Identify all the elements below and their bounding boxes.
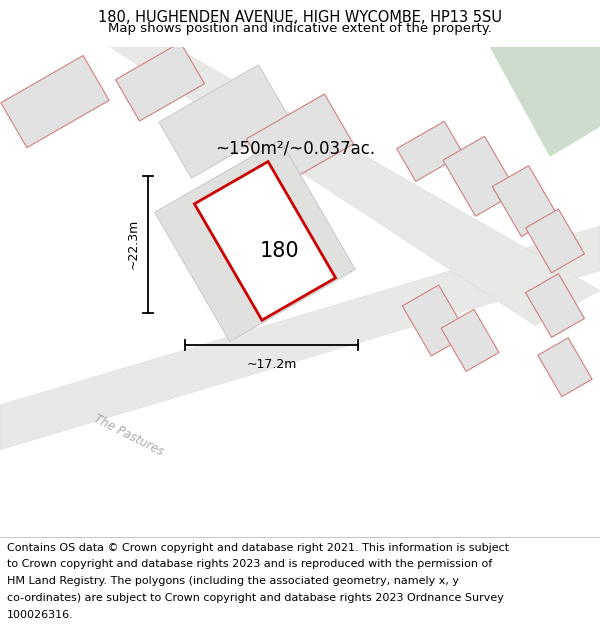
Polygon shape [0, 226, 600, 450]
Text: The Pastures: The Pastures [92, 412, 166, 458]
Polygon shape [155, 140, 355, 342]
Polygon shape [194, 162, 335, 320]
Polygon shape [247, 94, 353, 189]
Text: ~22.3m: ~22.3m [127, 219, 140, 269]
Polygon shape [538, 338, 592, 397]
Text: Map shows position and indicative extent of the property.: Map shows position and indicative extent… [108, 22, 492, 35]
Text: 180, HUGHENDEN AVENUE, HIGH WYCOMBE, HP13 5SU: 180, HUGHENDEN AVENUE, HIGH WYCOMBE, HP1… [98, 10, 502, 25]
Polygon shape [116, 42, 205, 121]
Polygon shape [397, 121, 463, 181]
Polygon shape [403, 285, 467, 356]
Text: co-ordinates) are subject to Crown copyright and database rights 2023 Ordnance S: co-ordinates) are subject to Crown copyr… [7, 593, 504, 603]
Polygon shape [493, 166, 557, 236]
Polygon shape [526, 274, 584, 338]
Text: 100026316.: 100026316. [7, 609, 74, 619]
Text: 180: 180 [260, 241, 300, 261]
Text: ~150m²/~0.037ac.: ~150m²/~0.037ac. [215, 139, 375, 158]
Polygon shape [110, 47, 600, 326]
Text: ~17.2m: ~17.2m [247, 358, 296, 371]
Polygon shape [159, 65, 291, 178]
Polygon shape [441, 309, 499, 371]
Text: Contains OS data © Crown copyright and database right 2021. This information is : Contains OS data © Crown copyright and d… [7, 542, 509, 552]
Polygon shape [490, 47, 600, 156]
Text: to Crown copyright and database rights 2023 and is reproduced with the permissio: to Crown copyright and database rights 2… [7, 559, 493, 569]
Polygon shape [1, 56, 109, 148]
Text: HM Land Registry. The polygons (including the associated geometry, namely x, y: HM Land Registry. The polygons (includin… [7, 576, 459, 586]
Polygon shape [526, 209, 584, 272]
Polygon shape [443, 136, 517, 216]
